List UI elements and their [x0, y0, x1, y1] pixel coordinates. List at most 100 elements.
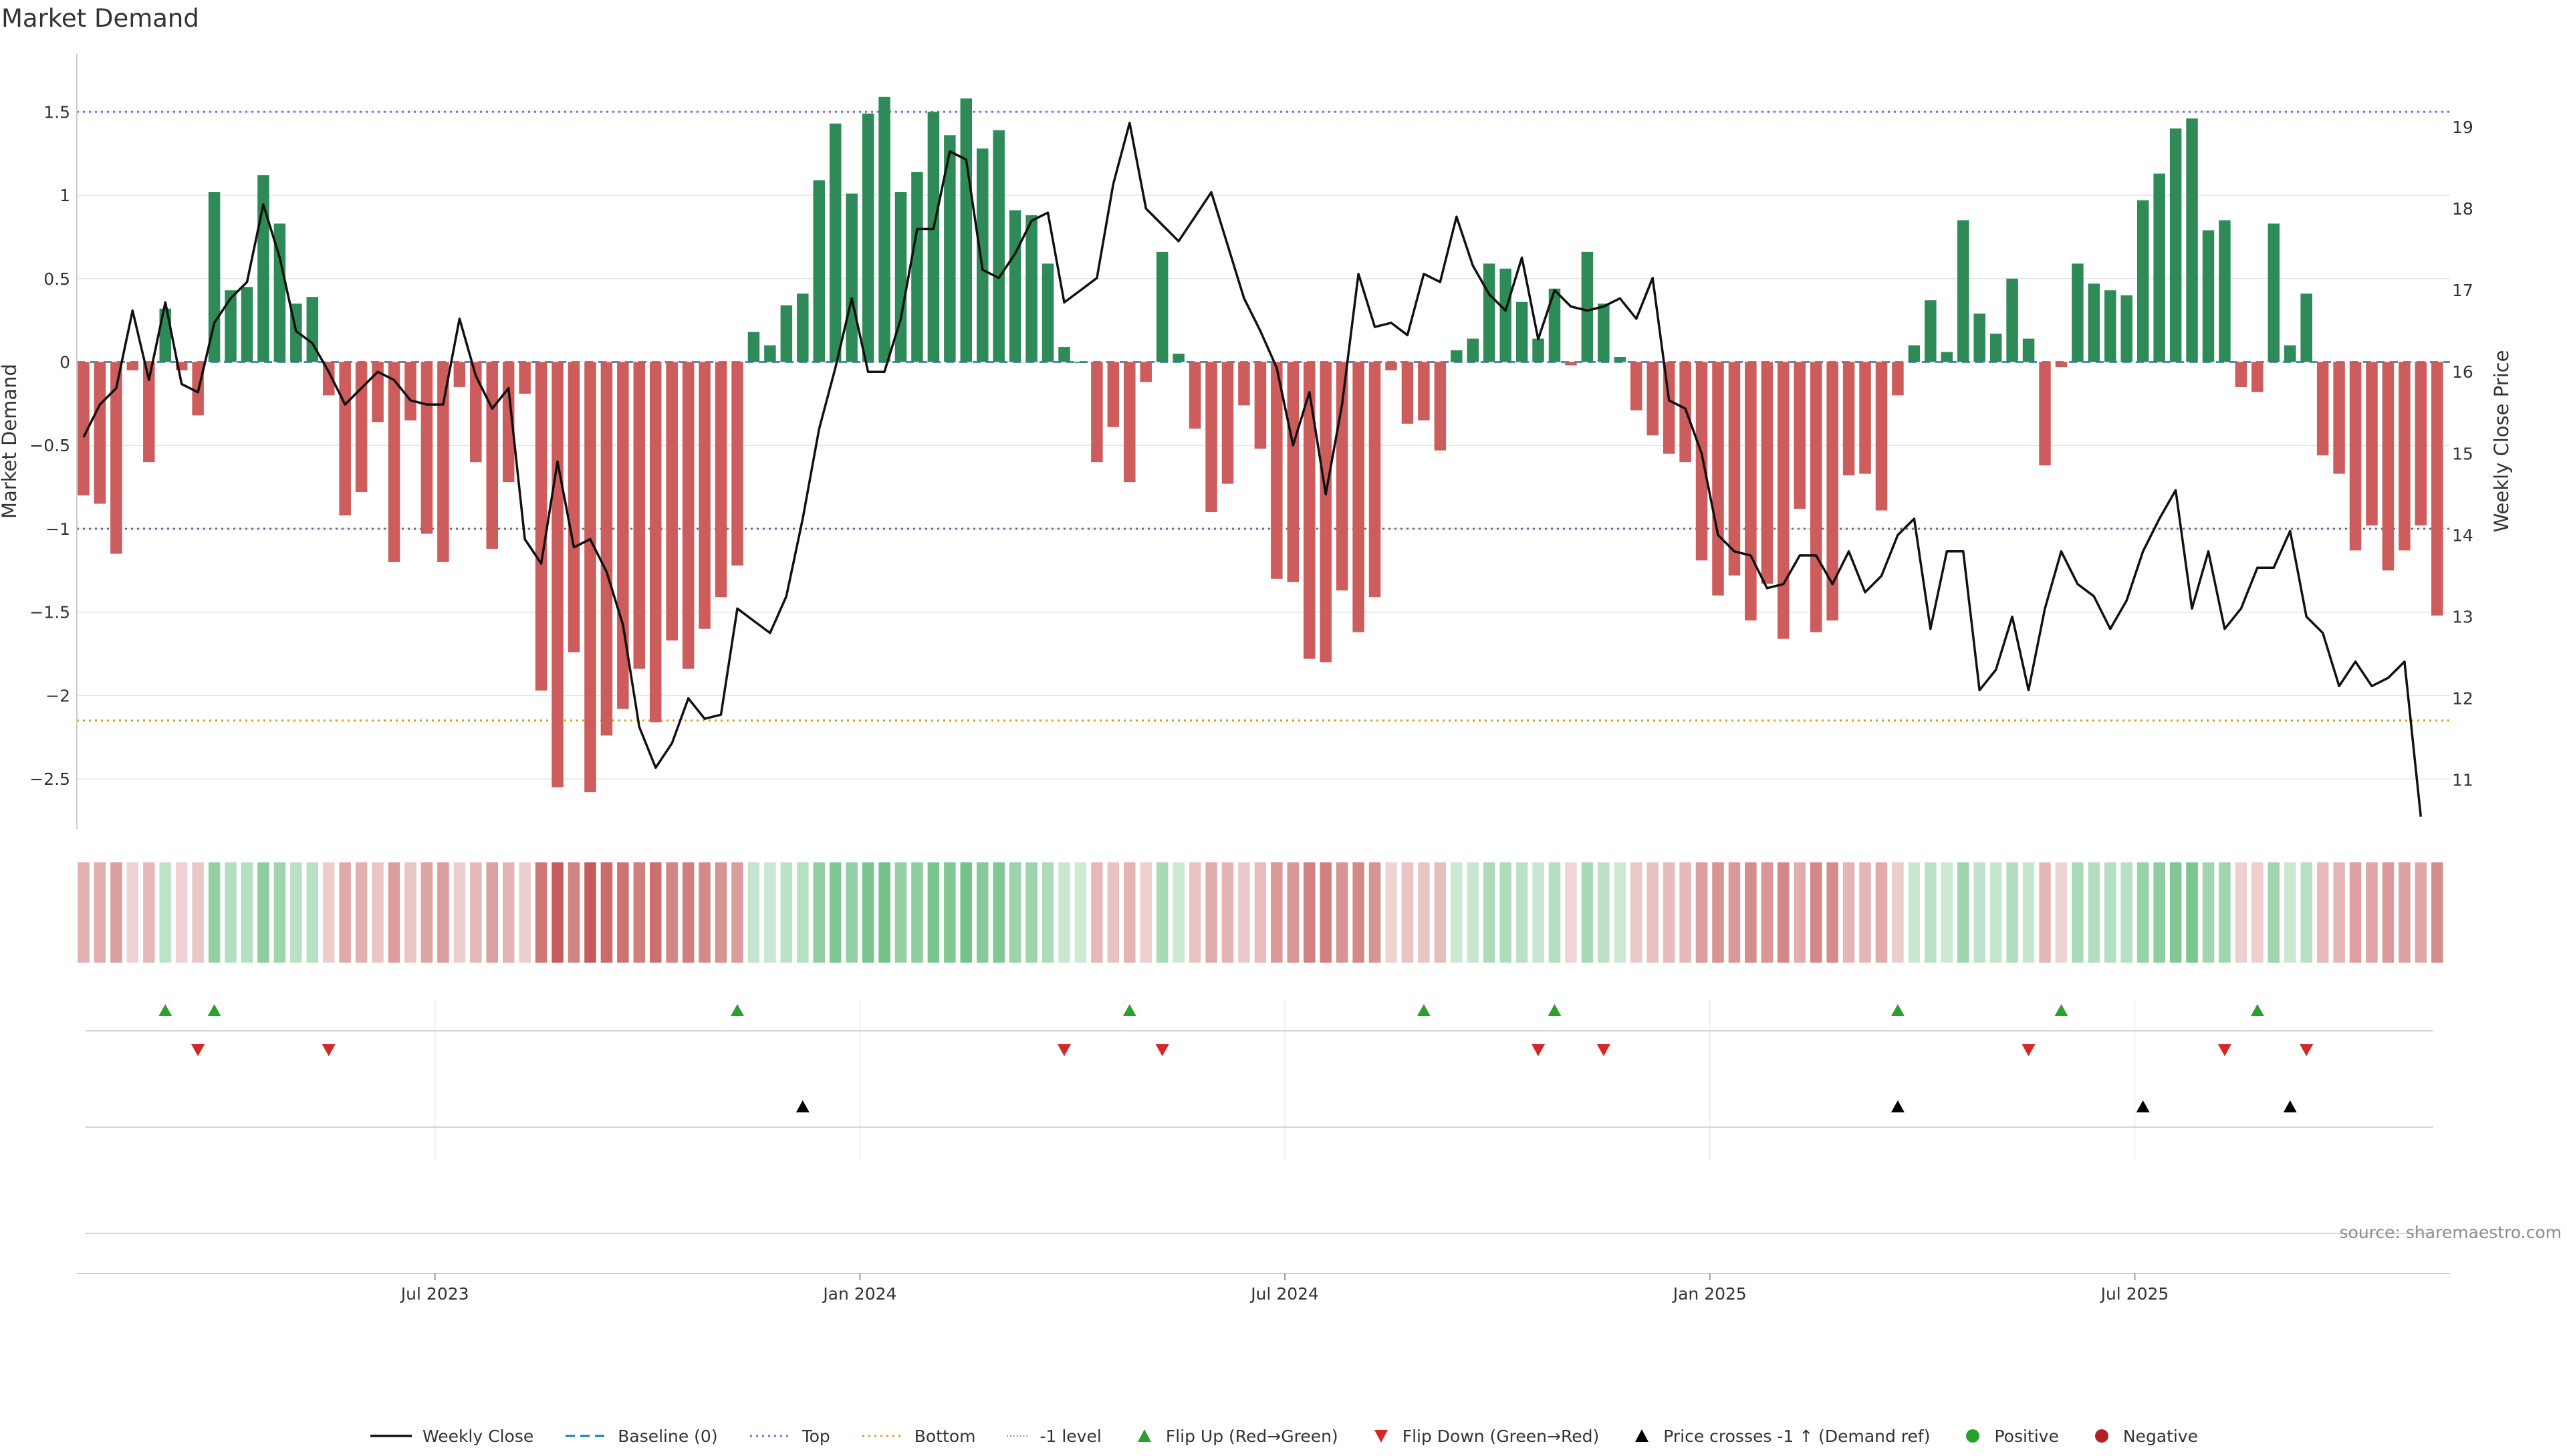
legend-item: Positive: [1961, 1426, 2059, 1446]
bar-negative: [1352, 362, 1364, 632]
y-tick-label-left: −1.5: [29, 603, 70, 622]
heat-cell: [911, 862, 923, 963]
heat-cell: [1908, 862, 1921, 963]
bar-negative: [2316, 362, 2329, 456]
y-axis-right-label: Weekly Close Price: [2490, 350, 2513, 533]
flip-up-marker: [1417, 1004, 1431, 1016]
bar-positive: [1598, 304, 1610, 362]
heat-cell: [2431, 862, 2443, 963]
heat-cell: [1058, 862, 1070, 963]
heat-cell: [1745, 862, 1757, 963]
bar-negative: [1679, 362, 1691, 463]
y-tick-label-right: 15: [2452, 444, 2473, 463]
legend-item: Negative: [2090, 1426, 2198, 1446]
x-tick-label: Jul 2025: [2100, 1284, 2169, 1304]
legend-label: Baseline (0): [618, 1426, 718, 1446]
bar-positive: [1941, 352, 1953, 362]
heat-cell: [2382, 862, 2395, 963]
heat-cell: [1712, 862, 1724, 963]
heat-cell: [1925, 862, 1937, 963]
bar-negative: [126, 362, 139, 370]
bar-positive: [1025, 215, 1037, 362]
heat-cell: [1581, 862, 1594, 963]
heat-cell: [1532, 862, 1544, 963]
legend-symbol-icon: [1369, 1426, 1393, 1446]
flip-up-marker: [207, 1004, 221, 1016]
legend-item: Flip Down (Green→Red): [1369, 1426, 1600, 1446]
bar-positive: [2120, 295, 2132, 362]
price-cross-marker: [2283, 1100, 2297, 1112]
y-tick-label-right: 16: [2452, 362, 2473, 382]
flip-down-marker: [1058, 1044, 1071, 1056]
bar-negative: [404, 362, 416, 420]
legend-item: -1 level: [1006, 1426, 1102, 1446]
legend-label: Negative: [2122, 1426, 2199, 1446]
heat-cell: [1728, 862, 1741, 963]
bar-positive: [1973, 314, 1985, 362]
heat-cell: [1074, 862, 1087, 963]
bar-positive: [813, 180, 825, 362]
bar-positive: [273, 223, 286, 362]
x-axis: Jul 2023 Jan 2024 Jul 2024 Jan 2025 Jul 2025: [77, 1273, 2450, 1304]
bar-negative: [617, 362, 629, 709]
heat-cell: [1499, 862, 1511, 963]
heat-cell: [159, 862, 171, 963]
bar-negative: [1875, 362, 1888, 511]
y-axis-left-label: Market Demand: [0, 364, 21, 519]
heat-cell: [584, 862, 596, 963]
bar-positive: [1548, 288, 1561, 362]
bar-negative: [584, 362, 596, 793]
heat-cell: [1679, 862, 1691, 963]
bar-positive: [1009, 210, 1021, 362]
x-tick-label: Jul 2023: [400, 1284, 469, 1304]
heat-cell: [1646, 862, 1659, 963]
heat-cell: [2366, 862, 2378, 963]
heat-cell: [535, 862, 547, 963]
heat-cell: [486, 862, 498, 963]
heat-cell: [208, 862, 221, 963]
flip-down-marker: [1532, 1044, 1546, 1056]
heat-cell: [2055, 862, 2068, 963]
bar-positive: [225, 290, 237, 362]
heat-cell: [1859, 862, 1871, 963]
legend-label: Flip Down (Green→Red): [1402, 1426, 1600, 1446]
price-cross-marker: [796, 1100, 810, 1112]
heat-cell: [225, 862, 237, 963]
heat-cell: [2022, 862, 2035, 963]
heat-cell: [437, 862, 449, 963]
bar-negative: [372, 362, 384, 422]
heat-cell: [2072, 862, 2084, 963]
bar-negative: [1320, 362, 1332, 662]
flip-up-marker: [2250, 1004, 2264, 1016]
bar-negative: [1842, 362, 1855, 476]
flip-down-marker: [2022, 1044, 2036, 1056]
heat-cell: [1663, 862, 1675, 963]
heat-cell: [977, 862, 989, 963]
price-cross-marker: [1890, 1100, 1905, 1112]
bar-positive: [1581, 251, 1594, 362]
bar-positive: [1483, 263, 1495, 362]
bar-negative: [535, 362, 547, 691]
bar-positive: [2006, 278, 2018, 362]
bar-negative: [486, 362, 498, 549]
bar-positive: [2104, 290, 2116, 362]
bar-negative: [552, 362, 564, 787]
heat-cell: [1205, 862, 1217, 963]
bar-negative: [2431, 362, 2443, 616]
heat-cell: [1221, 862, 1234, 963]
source-note: source: sharemaestro.com: [2340, 1223, 2562, 1242]
legend-symbol-icon: [861, 1426, 905, 1446]
bar-negative: [1107, 362, 1120, 427]
bar-positive: [780, 305, 793, 362]
bar-negative: [1238, 362, 1250, 406]
heat-cell: [1614, 862, 1626, 963]
bar-positive: [2300, 293, 2312, 362]
bar-negative: [1271, 362, 1283, 579]
bar-negative: [1434, 362, 1447, 451]
heat-cell: [764, 862, 776, 963]
legend-item: Flip Up (Red→Green): [1132, 1426, 1338, 1446]
heat-cell: [1761, 862, 1774, 963]
heat-cell: [2088, 862, 2100, 963]
legend-label: Weekly Close: [422, 1426, 534, 1446]
legend-symbol-icon: [1006, 1426, 1030, 1446]
